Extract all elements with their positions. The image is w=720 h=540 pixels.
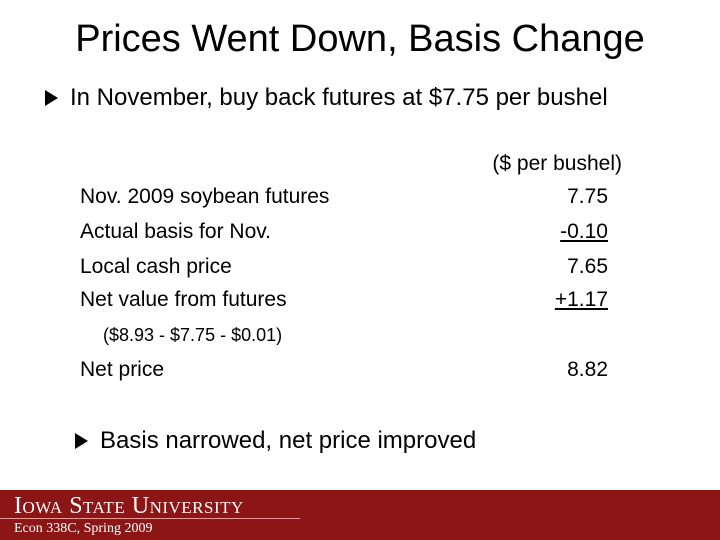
row-value: 7.65 bbox=[567, 255, 608, 278]
bullet-arrow bbox=[75, 433, 88, 449]
footer-band bbox=[0, 490, 720, 540]
note: ($8.93 - $7.75 - $0.01) bbox=[103, 325, 283, 345]
total-label: Net price bbox=[80, 358, 165, 381]
row-value: +1.17 bbox=[554, 288, 608, 311]
course-label: Econ 338C, Spring 2009 bbox=[14, 521, 153, 536]
row-label: Net value from futures bbox=[80, 288, 287, 311]
bullet: In November, buy back futures at $7.75 p… bbox=[70, 84, 608, 111]
bullet-arrow bbox=[45, 90, 58, 106]
university-name: Iowa State University bbox=[14, 493, 244, 519]
row-value: 7.75 bbox=[567, 185, 608, 208]
slide-title: Prices Went Down, Basis Change bbox=[75, 18, 645, 60]
row-label: Nov. 2009 soybean futures bbox=[80, 185, 330, 208]
footer-line bbox=[0, 518, 300, 519]
row-value: -0.10 bbox=[560, 220, 608, 243]
total-value: 8.82 bbox=[567, 358, 608, 381]
row-label: Local cash price bbox=[80, 255, 232, 278]
row-label: Actual basis for Nov. bbox=[80, 220, 272, 243]
column-header: ($ per bushel) bbox=[492, 152, 622, 175]
bullet: Basis narrowed, net price improved bbox=[100, 427, 477, 454]
